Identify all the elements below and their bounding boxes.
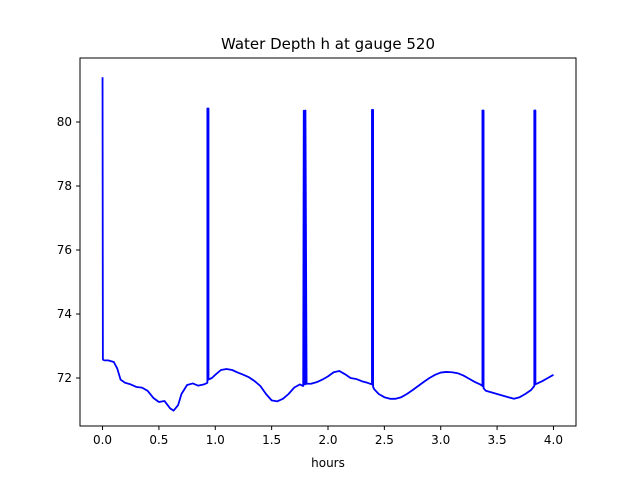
plot-area [79, 57, 577, 427]
y-tick-label: 74 [57, 307, 72, 321]
x-tick-label: 2.5 [375, 433, 394, 447]
y-tick-label: 80 [57, 115, 72, 129]
x-tick-label: 4.0 [544, 433, 563, 447]
y-tick-label: 76 [57, 243, 72, 257]
x-tick-label: 0.5 [149, 433, 168, 447]
x-axis-label: hours [311, 456, 345, 470]
chart-title: Water Depth h at gauge 520 [221, 35, 435, 53]
x-tick-label: 1.0 [206, 433, 225, 447]
x-tick-label: 0.0 [93, 433, 112, 447]
x-tick-label: 1.5 [262, 433, 281, 447]
x-tick-label: 3.5 [488, 433, 507, 447]
series-line [101, 77, 554, 412]
y-tick-label: 78 [57, 179, 72, 193]
x-axis: 0.0 0.5 1.0 1.5 2.0 2.5 3.0 3.5 4.0 [93, 426, 563, 447]
plot-background [80, 58, 576, 426]
x-tick-label: 3.0 [431, 433, 450, 447]
x-tick-label: 2.0 [318, 433, 337, 447]
y-axis: 72 74 76 78 80 [57, 115, 80, 385]
y-tick-label: 72 [57, 371, 72, 385]
